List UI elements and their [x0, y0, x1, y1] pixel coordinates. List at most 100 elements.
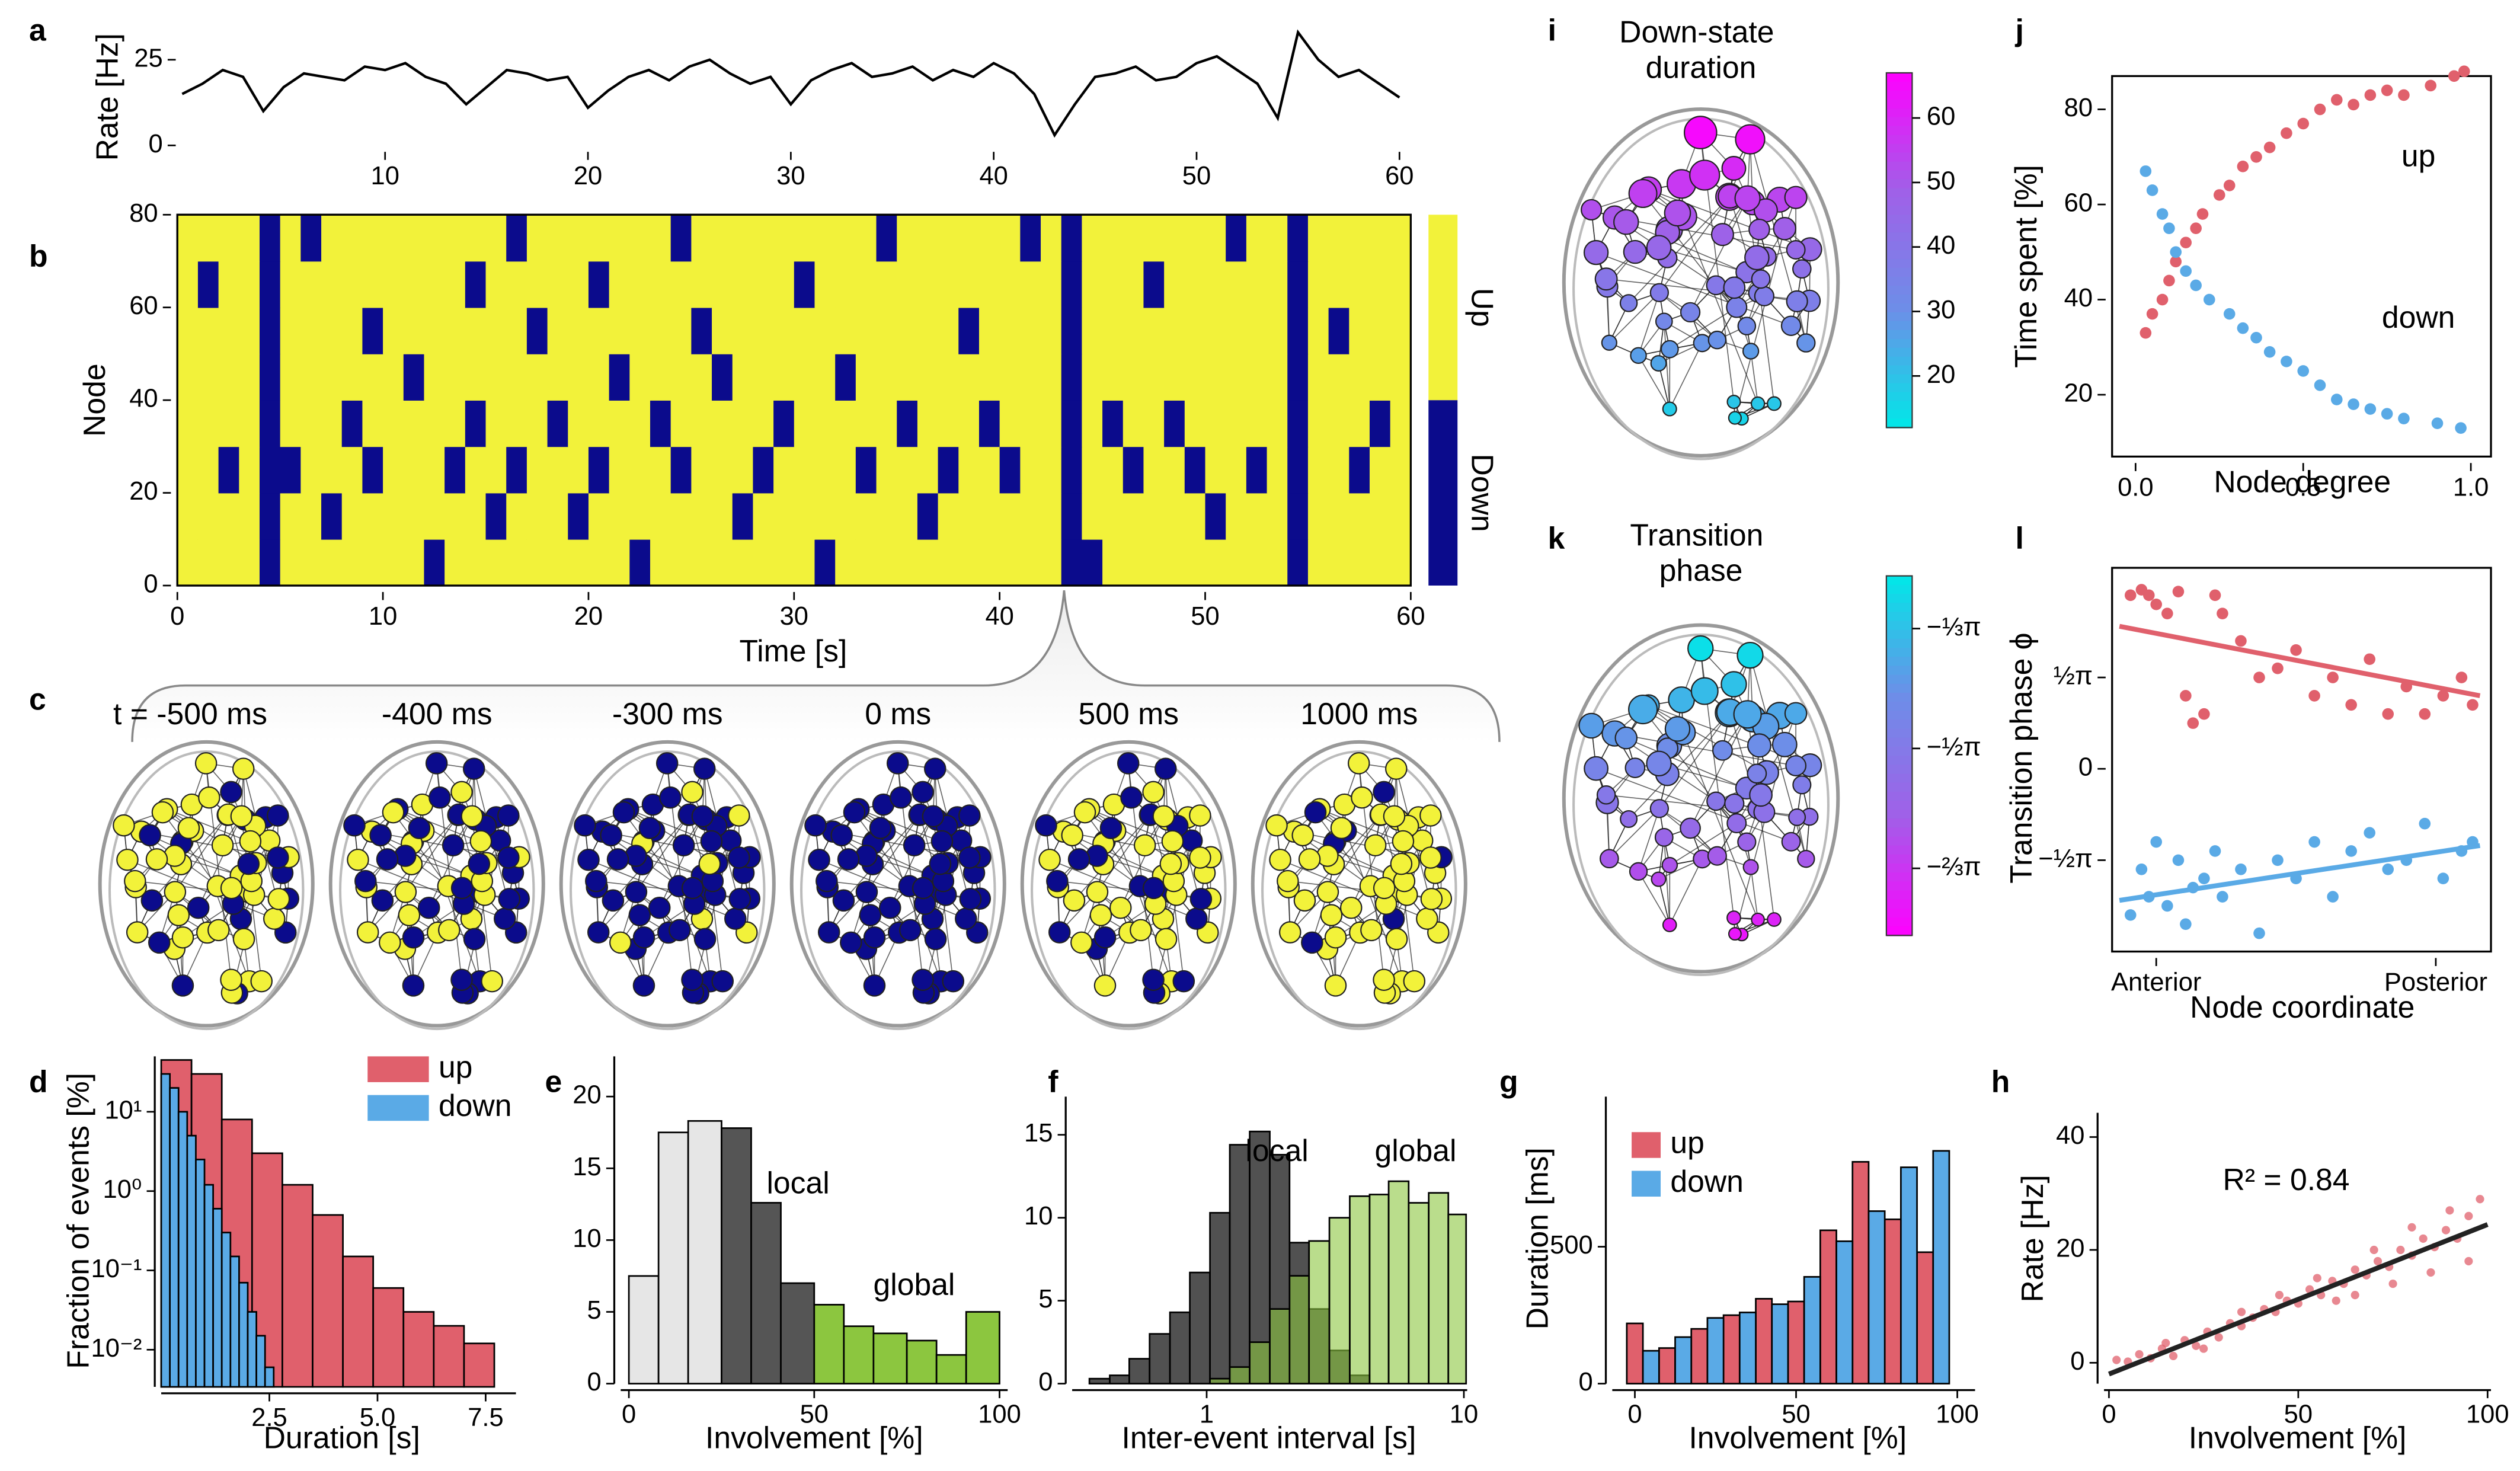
network-node [1754, 286, 1775, 306]
heatmap-cell [978, 493, 1000, 540]
network-node [1301, 931, 1323, 954]
heatmap-cell [1020, 446, 1041, 494]
histogram-bar [220, 1232, 232, 1388]
heatmap-cell [650, 446, 671, 494]
heatmap-cell [341, 261, 363, 308]
network-node [1099, 817, 1123, 839]
heatmap-cell [1205, 400, 1227, 447]
heatmap-cell [547, 353, 569, 401]
heatmap-cell [1390, 215, 1412, 262]
network-edge [1750, 351, 1758, 404]
heatmap-cell [1041, 307, 1062, 354]
heatmap-cell [218, 539, 240, 586]
y-tick-label: 10 [1024, 1202, 1053, 1230]
series-label: local [1245, 1133, 1308, 1168]
heatmap-cell [321, 493, 343, 540]
colorbar-segment [1886, 90, 1913, 101]
network-node [585, 869, 607, 893]
heatmap-cell [1020, 539, 1041, 586]
x-tick-label: 30 [776, 162, 805, 190]
heatmap-cell [1143, 493, 1165, 540]
scatter-point [2419, 1234, 2428, 1243]
histogram-bar [657, 1131, 689, 1384]
x-tick-label: 50 [2284, 1400, 2313, 1429]
colorbar-segment [1886, 72, 1913, 83]
network-node [942, 970, 965, 993]
heatmap-cell [1041, 493, 1062, 540]
heatmap-cell [341, 446, 363, 494]
colorbar-segment [1886, 268, 1913, 278]
network-node [1707, 330, 1727, 350]
network-edge [1750, 866, 1758, 920]
heatmap-cell [526, 215, 548, 262]
heatmap-cell [362, 400, 383, 447]
colorbar-tick-label: 30 [1927, 296, 1955, 324]
heatmap-cell [341, 307, 363, 354]
network-edge [127, 859, 275, 919]
network-node [609, 931, 632, 954]
network-edge [1096, 814, 1151, 893]
y-tick-label: 10⁻² [91, 1334, 142, 1363]
network-edge [1120, 816, 1165, 909]
bar [1803, 1276, 1821, 1384]
histogram-bar [282, 1184, 314, 1388]
heatmap-cell [876, 353, 898, 401]
network-node [855, 881, 878, 903]
network-edge [635, 814, 690, 893]
bar [1819, 1229, 1837, 1384]
heatmap-cell [712, 446, 733, 494]
heatmap-cell [362, 215, 383, 262]
network-node [1089, 904, 1112, 926]
y-tick-label: 20 [2056, 1234, 2084, 1262]
brain-network [1562, 623, 1840, 977]
heatmap-cell [526, 400, 548, 447]
annotation: global [874, 1267, 955, 1301]
heatmap-cell [321, 261, 343, 308]
x-tick-label: Anterior [2111, 968, 2201, 996]
network-edge [1614, 217, 1796, 251]
heatmap-cell [999, 446, 1021, 494]
colorbar-segment [1886, 657, 1913, 667]
network-node [587, 921, 610, 944]
bar [1690, 1328, 1709, 1384]
heatmap-cell [732, 215, 754, 262]
scatter-point [2345, 845, 2357, 857]
heatmap-cell [1082, 307, 1103, 354]
network-node [1693, 334, 1712, 353]
heatmap-cell [1307, 353, 1329, 401]
network-edge [1658, 879, 1671, 925]
scatter-point [2348, 398, 2359, 410]
scatter-point [2180, 265, 2192, 277]
heatmap-cell [424, 446, 445, 494]
histogram-bar [1269, 1308, 1291, 1384]
heatmap-cell [773, 261, 795, 308]
x-tick-label: 100 [978, 1400, 1021, 1429]
scatter-point [2364, 403, 2377, 415]
heatmap-cell [1267, 539, 1288, 586]
network-node [171, 974, 194, 997]
heatmap-cell [732, 539, 754, 586]
colorbar-segment [1886, 374, 1913, 384]
network-node [167, 904, 190, 926]
network-node [817, 921, 840, 944]
heatmap-cell [177, 261, 199, 308]
heatmap-cell [855, 493, 877, 540]
heatmap-cell [300, 261, 322, 308]
heatmap-cell [1205, 446, 1227, 494]
network-node [1751, 269, 1771, 289]
histogram-bar [264, 1366, 275, 1388]
heatmap-cell [465, 215, 487, 262]
y-tick-label: 15 [573, 1153, 601, 1181]
heatmap-cell [321, 353, 343, 401]
histogram-bar [1209, 1211, 1231, 1384]
heatmap-cell [629, 261, 651, 308]
heatmap-cell [177, 400, 199, 447]
network-node [1279, 921, 1301, 944]
heatmap-cell [753, 400, 774, 447]
heatmap-cell [547, 446, 569, 494]
heatmap-cell [300, 353, 322, 401]
colorbar-segment [1886, 250, 1913, 260]
network-node [1373, 877, 1396, 900]
scatter-point [2263, 346, 2276, 358]
network-node [469, 830, 493, 853]
